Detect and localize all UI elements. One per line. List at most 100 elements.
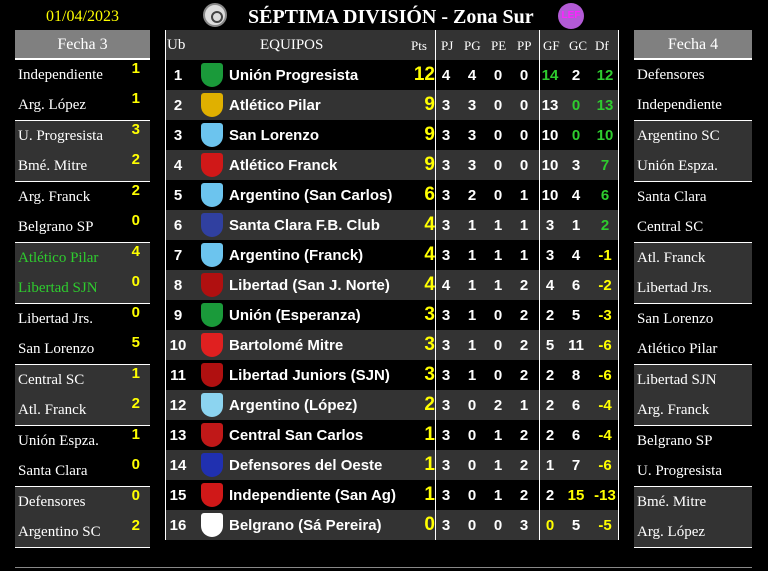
match-pair: Central SC 1 Atl. Franck 2	[15, 365, 150, 426]
team-name: Independiente	[637, 97, 722, 113]
position: 9	[173, 307, 183, 324]
stat-pe: 0	[493, 517, 503, 534]
position: 7	[173, 247, 183, 264]
team-name: Argentino (López)	[229, 397, 358, 414]
position: 10	[169, 337, 187, 354]
points: 6	[424, 184, 435, 205]
match-team: Atl. Franck	[634, 243, 752, 273]
team-crest-icon	[201, 153, 223, 177]
team-crest-icon	[201, 93, 223, 117]
team-name: Atlético Pilar	[229, 97, 321, 114]
stat-gf: 2	[545, 487, 555, 504]
stat-pj: 3	[441, 517, 451, 534]
team-crest-icon	[201, 423, 223, 447]
team-name: Atlético Pilar	[637, 341, 718, 357]
table-divider	[165, 30, 166, 540]
position: 1	[173, 67, 183, 84]
stat-gf: 5	[545, 337, 555, 354]
stat-pe: 0	[493, 187, 503, 204]
match-team: Defensores 0	[15, 487, 150, 517]
team-name: Santa Clara	[637, 189, 707, 205]
position: 14	[169, 457, 187, 474]
team-crest-icon	[201, 483, 223, 507]
team-name: Atlético Franck	[229, 157, 338, 174]
team-name: Belgrano SP	[18, 219, 94, 235]
stat-df: 12	[596, 67, 614, 84]
match-team: Bmé. Mitre	[634, 487, 752, 517]
stat-gc: 6	[571, 397, 581, 414]
stat-gf: 3	[545, 217, 555, 234]
points: 1	[424, 424, 435, 445]
match-team: Arg. López	[634, 517, 752, 547]
stat-pj: 3	[441, 127, 451, 144]
team-crest-icon	[201, 243, 223, 267]
stat-gf: 1	[545, 457, 555, 474]
points: 2	[424, 394, 435, 415]
team-name: Libertad (San J. Norte)	[229, 277, 390, 294]
stat-pj: 3	[441, 367, 451, 384]
stat-df: -4	[598, 427, 612, 444]
table-row: 7 Argentino (Franck) 4 3 1 1 1 3 4 -1	[165, 240, 618, 270]
team-crest-icon	[201, 213, 223, 237]
match-team: San Lorenzo	[634, 304, 752, 334]
federation-logo	[203, 3, 227, 27]
fecha-3-header: Fecha 3	[15, 30, 150, 60]
stat-pp: 2	[519, 487, 529, 504]
table-row: 4 Atlético Franck 9 3 3 0 0 10 3 7	[165, 150, 618, 180]
page-title: SÉPTIMA DIVISIÓN - Zona Sur	[248, 6, 534, 28]
team-score: 2	[131, 395, 140, 412]
stat-pg: 0	[467, 397, 477, 414]
stat-pe: 0	[493, 307, 503, 324]
match-pair: Belgrano SP U. Progresista	[634, 426, 752, 487]
stat-pj: 3	[441, 97, 451, 114]
stat-pg: 1	[467, 337, 477, 354]
match-team: Belgrano SP	[634, 426, 752, 456]
team-name: Atlético Pilar	[18, 250, 99, 266]
position: 11	[170, 367, 186, 384]
match-team: San Lorenzo 5	[15, 334, 150, 364]
position: 5	[173, 187, 183, 204]
stat-pp: 2	[519, 457, 529, 474]
match-team: Arg. Franck	[634, 395, 752, 425]
stat-pj: 3	[441, 457, 451, 474]
stat-gc: 0	[571, 127, 581, 144]
match-pair: Defensores 0 Argentino SC 2	[15, 487, 150, 548]
position: 13	[169, 427, 187, 444]
table-row: 11 Libertad Juniors (SJN) 3 3 1 0 2 2 8 -6	[165, 360, 618, 390]
team-name: Belgrano SP	[637, 433, 713, 449]
stat-pj: 3	[441, 307, 451, 324]
team-name: Arg. Franck	[637, 402, 710, 418]
position: 15	[169, 487, 187, 504]
team-name: Central SC	[637, 219, 704, 235]
stat-pp: 2	[519, 337, 529, 354]
team-name: Arg. López	[637, 524, 706, 540]
points: 1	[424, 454, 435, 475]
points: 3	[424, 334, 435, 355]
stat-pj: 3	[441, 487, 451, 504]
match-team: Argentino SC	[634, 121, 752, 151]
match-team: Santa Clara 0	[15, 456, 150, 486]
match-team: Unión Espza. 1	[15, 426, 150, 456]
team-score: 0	[131, 456, 140, 473]
stat-gc: 6	[571, 427, 581, 444]
team-name: Belgrano (Sá Pereira)	[229, 517, 382, 534]
team-name: Bartolomé Mitre	[229, 337, 344, 354]
stat-pj: 4	[441, 67, 451, 84]
table-row: 2 Atlético Pilar 9 3 3 0 0 13 0 13	[165, 90, 618, 120]
stat-gc: 8	[571, 367, 581, 384]
team-score: 0	[131, 212, 140, 229]
stat-pg: 1	[467, 247, 477, 264]
table-divider	[435, 30, 436, 540]
stat-df: -6	[598, 457, 612, 474]
table-row: 3 San Lorenzo 9 3 3 0 0 10 0 10	[165, 120, 618, 150]
fixture-next-panel: Fecha 4 Defensores Independiente Argentino…	[634, 30, 752, 548]
stat-pe: 1	[493, 217, 503, 234]
stat-pp: 1	[519, 187, 529, 204]
team-score: 1	[131, 426, 140, 443]
stat-gf: 2	[545, 427, 555, 444]
match-pair: Arg. Franck 2 Belgrano SP 0	[15, 182, 150, 243]
stat-gf: 3	[545, 247, 555, 264]
col-pj: PJ	[441, 38, 454, 53]
team-score: 0	[131, 273, 140, 290]
stat-gc: 4	[571, 247, 581, 264]
